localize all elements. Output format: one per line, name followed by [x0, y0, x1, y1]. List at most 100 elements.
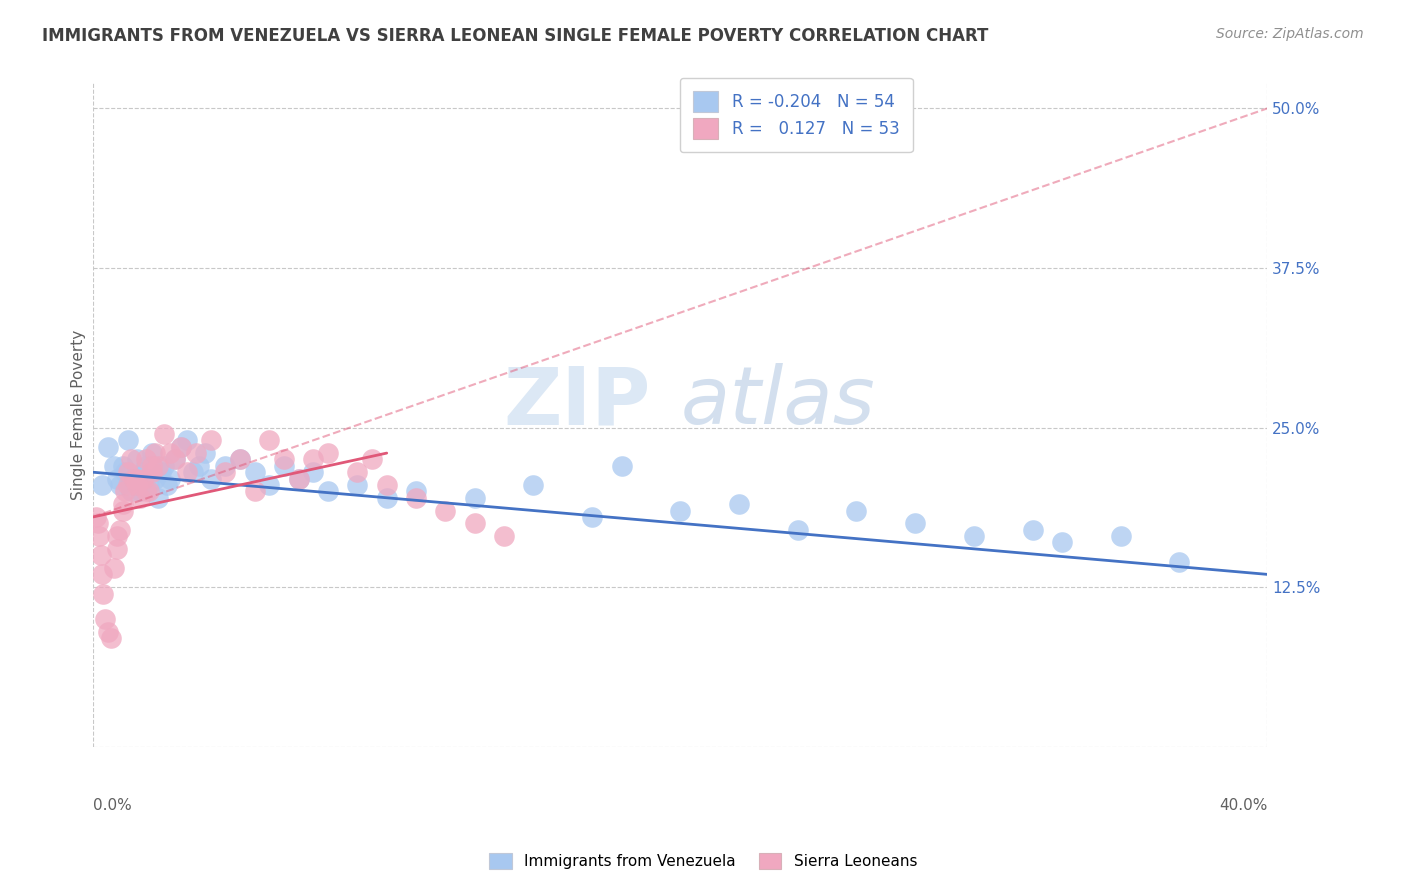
Point [94, 612, 117, 626]
Point [786, 523, 808, 537]
Point [120, 484, 142, 499]
Point [111, 458, 134, 473]
Point [287, 472, 309, 486]
Point [149, 465, 172, 479]
Point [114, 465, 136, 479]
Point [273, 458, 295, 473]
Point [132, 472, 155, 486]
Point [259, 478, 281, 492]
Point [259, 434, 281, 448]
Point [146, 491, 169, 505]
Text: 0.0%: 0.0% [93, 797, 132, 813]
Y-axis label: Single Female Poverty: Single Female Poverty [72, 330, 86, 500]
Point [434, 503, 457, 517]
Point [105, 541, 128, 556]
Point [86, 516, 108, 531]
Point [302, 465, 325, 479]
Point [229, 452, 252, 467]
Point [159, 472, 181, 486]
Point [581, 510, 603, 524]
Point [170, 440, 193, 454]
Point [105, 472, 128, 486]
Legend: Immigrants from Venezuela, Sierra Leoneans: Immigrants from Venezuela, Sierra Leonea… [482, 847, 924, 875]
Point [103, 561, 125, 575]
Point [181, 465, 204, 479]
Point [135, 458, 157, 473]
Point [89, 548, 111, 562]
Point [111, 503, 134, 517]
Point [1109, 529, 1132, 543]
Point [141, 446, 163, 460]
Point [84, 510, 107, 524]
Point [165, 452, 187, 467]
Point [135, 452, 157, 467]
Point [361, 452, 384, 467]
Point [176, 465, 198, 479]
Point [93, 586, 115, 600]
Point [91, 567, 114, 582]
Point [316, 446, 339, 460]
Point [103, 458, 125, 473]
Point [114, 484, 136, 499]
Point [728, 497, 751, 511]
Point [1021, 523, 1043, 537]
Point [405, 491, 427, 505]
Point [97, 624, 120, 639]
Point [165, 452, 187, 467]
Point [108, 478, 131, 492]
Point [111, 497, 134, 511]
Point [87, 529, 110, 543]
Point [129, 491, 152, 505]
Point [464, 491, 486, 505]
Point [845, 503, 868, 517]
Text: 40.0%: 40.0% [1219, 797, 1267, 813]
Point [120, 452, 142, 467]
Point [176, 434, 198, 448]
Point [170, 440, 193, 454]
Text: ZIP: ZIP [503, 363, 651, 441]
Point [346, 465, 368, 479]
Point [1050, 535, 1073, 549]
Point [184, 446, 207, 460]
Point [1168, 555, 1191, 569]
Point [152, 426, 174, 441]
Point [187, 458, 209, 473]
Point [127, 472, 149, 486]
Legend: R = -0.204   N = 54, R =   0.127   N = 53: R = -0.204 N = 54, R = 0.127 N = 53 [681, 78, 912, 152]
Point [200, 472, 222, 486]
Point [405, 484, 427, 499]
Point [610, 458, 633, 473]
Point [127, 478, 149, 492]
Point [124, 472, 146, 486]
Point [117, 465, 139, 479]
Point [464, 516, 486, 531]
Point [273, 452, 295, 467]
Point [117, 434, 139, 448]
Point [108, 523, 131, 537]
Point [124, 472, 146, 486]
Point [316, 484, 339, 499]
Point [346, 478, 368, 492]
Text: Source: ZipAtlas.com: Source: ZipAtlas.com [1216, 27, 1364, 41]
Point [135, 484, 157, 499]
Point [963, 529, 986, 543]
Point [229, 452, 252, 467]
Point [243, 484, 266, 499]
Point [127, 452, 149, 467]
Point [152, 458, 174, 473]
Point [302, 452, 325, 467]
Point [522, 478, 544, 492]
Point [100, 631, 122, 645]
Point [141, 458, 163, 473]
Point [194, 446, 217, 460]
Point [117, 478, 139, 492]
Point [138, 484, 160, 499]
Point [155, 478, 177, 492]
Point [132, 465, 155, 479]
Point [494, 529, 516, 543]
Point [138, 478, 160, 492]
Point [243, 465, 266, 479]
Point [97, 440, 120, 454]
Point [375, 478, 398, 492]
Point [669, 503, 692, 517]
